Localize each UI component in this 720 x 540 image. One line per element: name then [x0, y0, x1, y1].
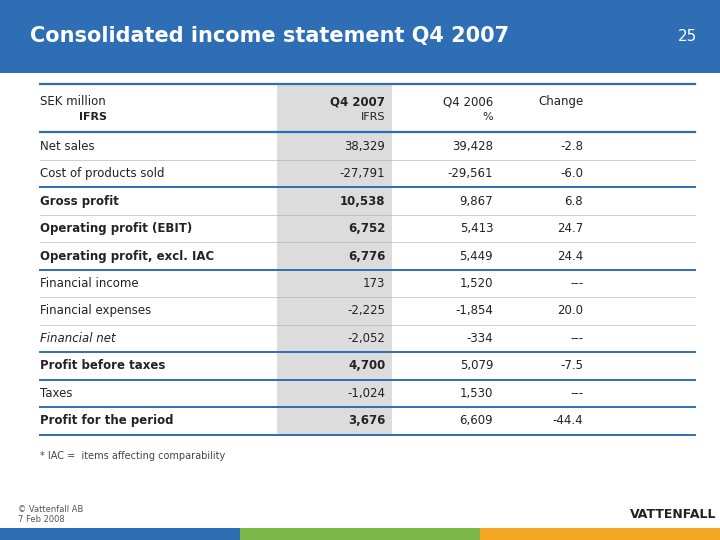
- Text: -27,791: -27,791: [340, 167, 385, 180]
- Text: 6,776: 6,776: [348, 249, 385, 262]
- Text: 5,413: 5,413: [459, 222, 493, 235]
- Text: 5,449: 5,449: [459, 249, 493, 262]
- Text: 1,520: 1,520: [459, 277, 493, 290]
- Text: -44.4: -44.4: [552, 415, 583, 428]
- Text: Operating profit, excl. IAC: Operating profit, excl. IAC: [40, 249, 214, 262]
- Text: 3,676: 3,676: [348, 415, 385, 428]
- Text: ---: ---: [570, 332, 583, 345]
- Text: ---: ---: [570, 387, 583, 400]
- Text: IFRS: IFRS: [361, 112, 385, 122]
- Text: Change: Change: [538, 95, 583, 108]
- Text: 20.0: 20.0: [557, 305, 583, 318]
- Bar: [0, 0, 720, 73]
- Text: 6,752: 6,752: [348, 222, 385, 235]
- Text: Q4 2007: Q4 2007: [330, 95, 385, 108]
- Bar: [0, 528, 240, 540]
- Text: 24.4: 24.4: [557, 249, 583, 262]
- Text: ---: ---: [570, 277, 583, 290]
- Text: Profit before taxes: Profit before taxes: [40, 360, 165, 373]
- Text: * IAC =  items affecting comparability: * IAC = items affecting comparability: [40, 451, 225, 461]
- Text: Gross profit: Gross profit: [40, 194, 119, 207]
- Text: Profit for the period: Profit for the period: [40, 415, 173, 428]
- Text: Cost of products sold: Cost of products sold: [40, 167, 164, 180]
- Bar: [240, 528, 480, 540]
- Text: 25: 25: [678, 29, 697, 44]
- Text: Consolidated income statement Q4 2007: Consolidated income statement Q4 2007: [30, 26, 509, 46]
- Text: 5,079: 5,079: [459, 360, 493, 373]
- Text: -2,052: -2,052: [347, 332, 385, 345]
- Text: Net sales: Net sales: [40, 139, 94, 152]
- Text: © Vattenfall AB
7 Feb 2008: © Vattenfall AB 7 Feb 2008: [18, 505, 84, 524]
- Text: 1,530: 1,530: [460, 387, 493, 400]
- Text: 10,538: 10,538: [340, 194, 385, 207]
- Text: VATTENFALL: VATTENFALL: [630, 508, 716, 521]
- Text: -1,854: -1,854: [455, 305, 493, 318]
- Text: 9,867: 9,867: [459, 194, 493, 207]
- Text: Operating profit (EBIT): Operating profit (EBIT): [40, 222, 192, 235]
- Text: Taxes: Taxes: [40, 387, 72, 400]
- Text: -1,024: -1,024: [347, 387, 385, 400]
- Text: 6.8: 6.8: [564, 194, 583, 207]
- Text: -2,225: -2,225: [347, 305, 385, 318]
- Bar: [480, 528, 720, 540]
- Text: Q4 2006: Q4 2006: [443, 95, 493, 108]
- Text: Financial net: Financial net: [40, 332, 115, 345]
- Text: -29,561: -29,561: [448, 167, 493, 180]
- Text: 6,609: 6,609: [459, 415, 493, 428]
- Text: -7.5: -7.5: [560, 360, 583, 373]
- Text: 173: 173: [363, 277, 385, 290]
- Text: 39,428: 39,428: [452, 139, 493, 152]
- Text: -2.8: -2.8: [560, 139, 583, 152]
- Text: -6.0: -6.0: [560, 167, 583, 180]
- Bar: [277, 84, 392, 435]
- Text: 38,329: 38,329: [344, 139, 385, 152]
- Text: -334: -334: [467, 332, 493, 345]
- Text: %: %: [482, 112, 493, 122]
- Text: Financial income: Financial income: [40, 277, 138, 290]
- Text: IFRS: IFRS: [79, 112, 107, 122]
- Text: 24.7: 24.7: [557, 222, 583, 235]
- Text: Financial expenses: Financial expenses: [40, 305, 151, 318]
- Text: SEK million: SEK million: [40, 95, 105, 108]
- Text: 4,700: 4,700: [348, 360, 385, 373]
